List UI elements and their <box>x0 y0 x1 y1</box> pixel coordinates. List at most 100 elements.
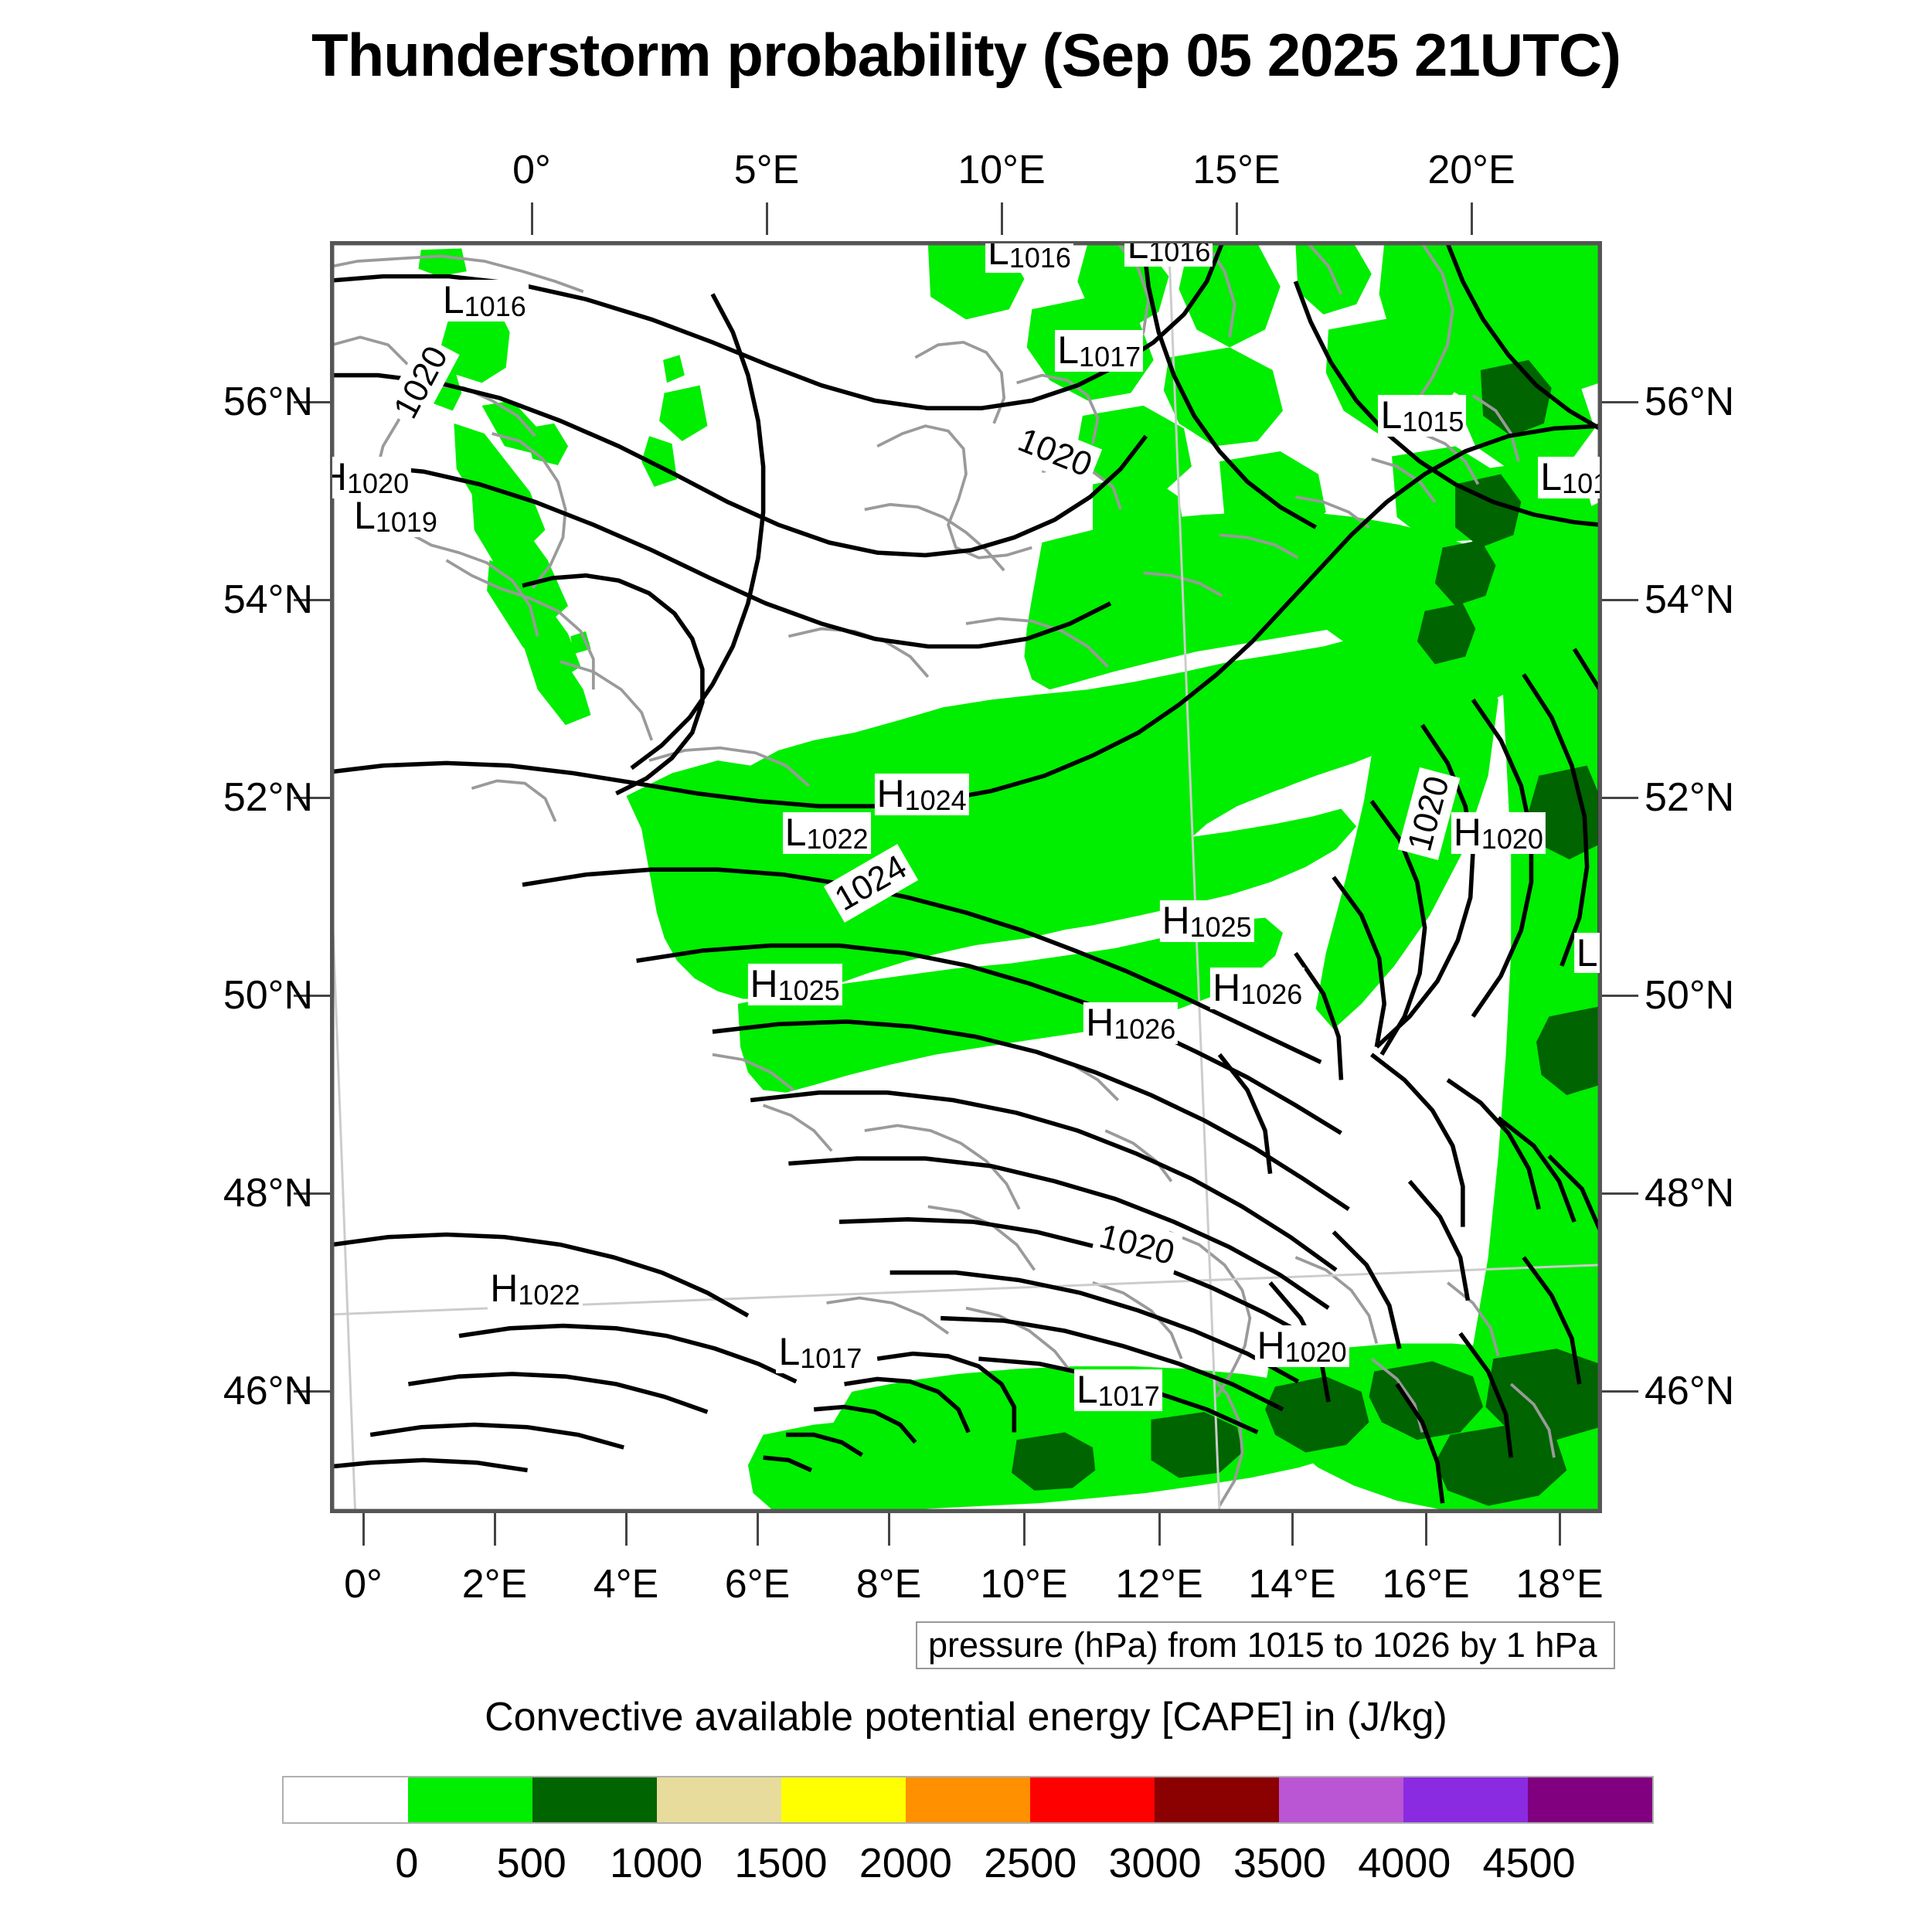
lat-label-left-0: 56°N <box>223 379 313 424</box>
pressure-center-value: 1019 <box>375 505 437 538</box>
lat-label-right-3: 50°N <box>1645 973 1735 1018</box>
axis-tick <box>294 797 330 799</box>
lon-label-bottom-6: 12°E <box>1115 1562 1203 1607</box>
colorbar-segment-1 <box>408 1777 532 1822</box>
axis-tick <box>362 1513 365 1546</box>
pressure-center-type: H <box>1213 966 1241 1010</box>
pressure-system-l-1016: L1016 <box>1124 241 1213 267</box>
pressure-center-value: 101 <box>1562 468 1600 500</box>
pressure-center-type: L <box>1576 931 1598 975</box>
lat-label-left-3: 50°N <box>223 973 313 1018</box>
map-canvas <box>332 243 1600 1511</box>
pressure-system-h-1020: H1020 <box>1451 811 1546 855</box>
pressure-center-type: H <box>1162 899 1190 943</box>
pressure-center-type: H <box>750 962 778 1006</box>
axis-tick <box>1023 1513 1026 1546</box>
axis-tick <box>494 1513 496 1546</box>
lon-label-bottom-9: 18°E <box>1515 1562 1604 1607</box>
cape-colorbar <box>282 1776 1654 1824</box>
axis-tick <box>294 995 330 997</box>
pressure-center-type: L <box>354 493 376 537</box>
lat-label-right-0: 56°N <box>1645 379 1735 424</box>
axis-tick <box>1425 1513 1427 1546</box>
colorbar-tick-2000: 2000 <box>859 1840 952 1886</box>
lon-label-top-3: 15°E <box>1192 148 1281 192</box>
pressure-center-value: 1020 <box>1481 822 1543 855</box>
axis-tick <box>1602 797 1638 799</box>
pressure-center-value: 1017 <box>1079 341 1141 373</box>
axis-tick <box>1602 599 1638 601</box>
colorbar-tick-1500: 1500 <box>734 1840 828 1886</box>
pressure-system-h-1026: H1026 <box>1210 966 1305 1011</box>
axis-tick <box>294 599 330 601</box>
pressure-center-type: L <box>1540 455 1563 499</box>
axis-tick <box>294 1390 330 1393</box>
colorbar-caption: Convective available potential energy [C… <box>485 1695 1447 1740</box>
colorbar-tick-1000: 1000 <box>610 1840 703 1886</box>
pressure-center-type: L <box>1127 241 1149 267</box>
colorbar-tick-500: 500 <box>496 1840 566 1886</box>
lat-label-right-4: 48°N <box>1645 1171 1735 1216</box>
lat-label-right-2: 52°N <box>1645 775 1735 820</box>
pressure-center-value: 1025 <box>1189 911 1252 944</box>
pressure-center-value: 1016 <box>464 290 526 322</box>
pressure-center-value: 1026 <box>1240 978 1303 1011</box>
axis-tick <box>1471 202 1473 235</box>
pressure-center-type: L <box>1380 393 1403 437</box>
pressure-center-value: 1020 <box>1284 1335 1347 1368</box>
lon-label-top-2: 10°E <box>957 148 1046 192</box>
pressure-system-l-1017: L1017 <box>1055 328 1144 373</box>
axis-tick <box>1291 1513 1294 1546</box>
axis-tick <box>1559 1513 1561 1546</box>
lat-label-left-1: 54°N <box>223 577 313 622</box>
colorbar-tick-4000: 4000 <box>1358 1840 1451 1886</box>
colorbar-tick-3000: 3000 <box>1108 1840 1202 1886</box>
colorbar-tick-labels: 0 500 1000 1500 2000 2500 3000 3500 4000 4500 <box>282 1839 1654 1886</box>
colorbar-tick-0: 0 <box>395 1840 419 1886</box>
pressure-legend-box: pressure (hPa) from 1015 to 1026 by 1 hP… <box>916 1621 1615 1669</box>
pressure-center-value: 1025 <box>777 975 840 1007</box>
pressure-system-h-1026: H1026 <box>1083 1002 1179 1044</box>
pressure-system-h-1020: H1020 <box>332 455 412 499</box>
axis-tick <box>294 401 330 403</box>
colorbar-segment-0 <box>284 1777 408 1822</box>
pressure-system-h-1022: H1022 <box>488 1268 583 1310</box>
pressure-system-h-1025: H1025 <box>747 962 842 1007</box>
pressure-system-h-1020: H1020 <box>1254 1325 1349 1367</box>
pressure-center-type: L <box>778 1330 801 1373</box>
pressure-center-value: 1022 <box>806 822 869 855</box>
colorbar-segment-10 <box>1528 1777 1652 1822</box>
colorbar-segment-4 <box>781 1777 906 1822</box>
lon-label-bottom-5: 10°E <box>980 1562 1068 1607</box>
colorbar-segment-5 <box>906 1777 1030 1822</box>
colorbar-segment-3 <box>657 1777 781 1822</box>
axis-tick <box>1602 1390 1638 1393</box>
lon-label-bottom-8: 16°E <box>1382 1562 1470 1607</box>
colorbar-tick-3500: 3500 <box>1233 1840 1326 1886</box>
pressure-center-type: H <box>332 455 347 498</box>
colorbar-segment-7 <box>1155 1777 1279 1822</box>
pressure-system-l-1022: L1022 <box>782 811 871 855</box>
lat-label-right-1: 54°N <box>1645 577 1735 622</box>
pressure-center-type: L <box>1057 328 1080 372</box>
pressure-center-type: L <box>1076 1368 1098 1412</box>
lat-label-left-5: 46°N <box>223 1369 313 1413</box>
pressure-legend-text: pressure (hPa) from 1015 to 1026 by 1 hP… <box>928 1625 1597 1665</box>
pressure-system-h-1024: H1024 <box>874 774 969 816</box>
lat-label-left-2: 52°N <box>223 775 313 820</box>
pressure-system-l-1016: L1016 <box>985 243 1073 274</box>
lon-label-bottom-1: 2°E <box>461 1562 528 1607</box>
lon-label-top-0: 0° <box>512 148 551 192</box>
lon-label-top-1: 5°E <box>733 148 800 192</box>
lon-label-bottom-2: 4°E <box>593 1562 659 1607</box>
lon-label-bottom-7: 14°E <box>1248 1562 1336 1607</box>
axis-tick <box>888 1513 890 1546</box>
colorbar-tick-4500: 4500 <box>1482 1840 1576 1886</box>
page-title: Thunderstorm probability (Sep 05 2025 21… <box>311 21 1621 89</box>
axis-tick <box>1158 1513 1161 1546</box>
pressure-system-l-1017: L1017 <box>776 1330 865 1373</box>
pressure-center-type: H <box>1257 1323 1285 1367</box>
colorbar-tick-2500: 2500 <box>984 1840 1077 1886</box>
lat-label-left-4: 48°N <box>223 1171 313 1216</box>
colorbar-segment-6 <box>1030 1777 1155 1822</box>
